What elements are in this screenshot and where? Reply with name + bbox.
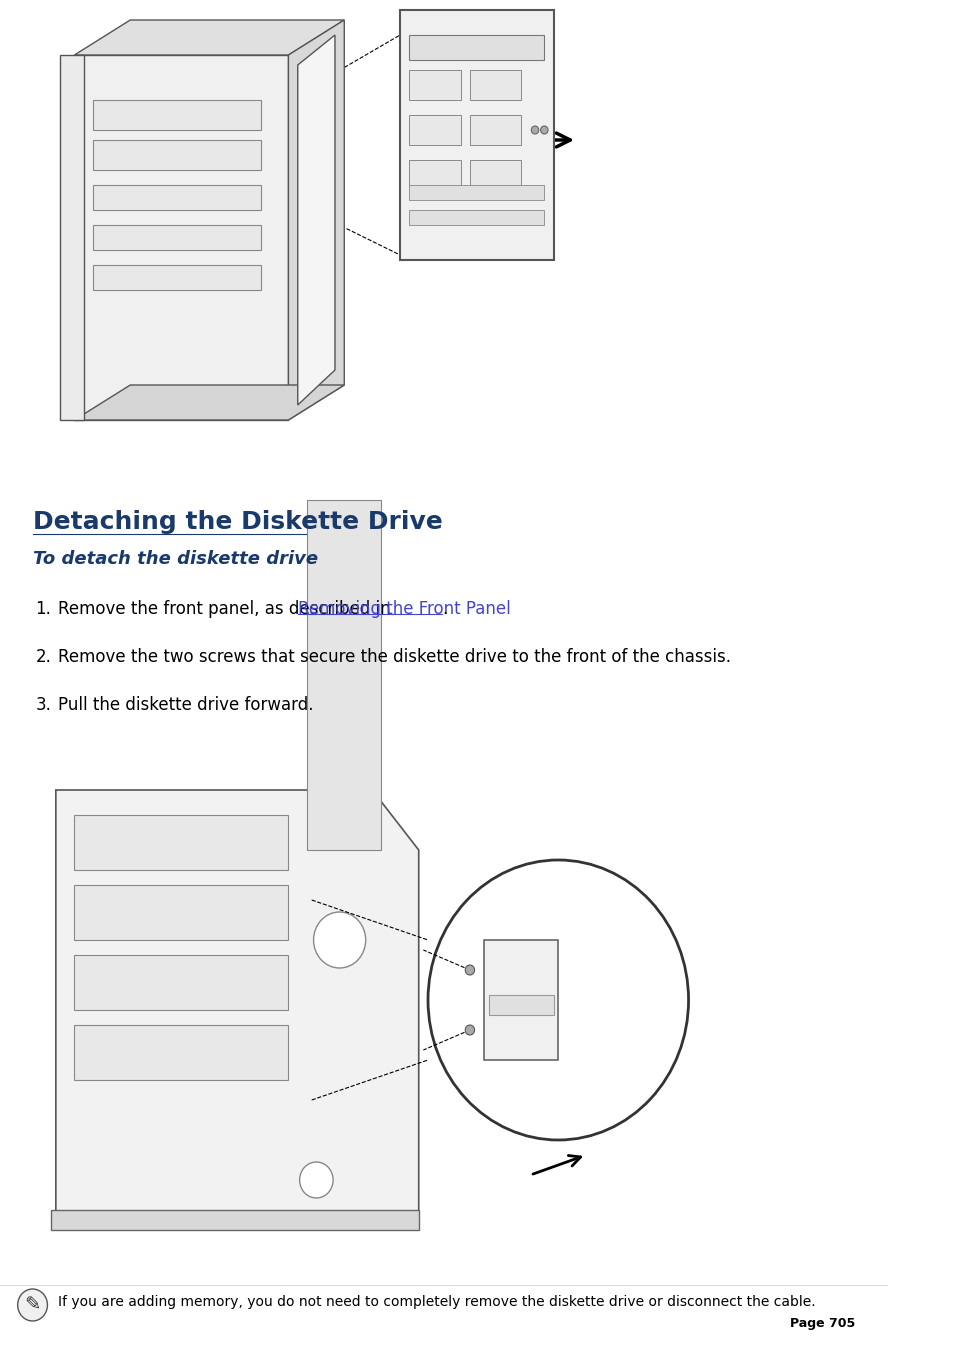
FancyBboxPatch shape: [409, 70, 460, 100]
Circle shape: [18, 1289, 48, 1321]
FancyBboxPatch shape: [409, 209, 544, 226]
FancyBboxPatch shape: [307, 500, 381, 850]
Circle shape: [465, 1025, 474, 1035]
Polygon shape: [74, 55, 288, 420]
Text: If you are adding memory, you do not need to completely remove the diskette driv: If you are adding memory, you do not nee…: [57, 1296, 815, 1309]
Text: 1.: 1.: [35, 600, 51, 617]
Circle shape: [314, 912, 365, 969]
Text: Remove the front panel, as described in: Remove the front panel, as described in: [57, 600, 395, 617]
FancyBboxPatch shape: [93, 185, 260, 209]
FancyBboxPatch shape: [93, 100, 260, 130]
FancyBboxPatch shape: [93, 265, 260, 290]
FancyBboxPatch shape: [470, 159, 520, 190]
FancyBboxPatch shape: [409, 185, 544, 200]
Text: Pull the diskette drive forward.: Pull the diskette drive forward.: [57, 696, 313, 713]
Circle shape: [531, 126, 538, 134]
Polygon shape: [56, 790, 418, 1229]
Text: Page 705: Page 705: [789, 1317, 854, 1329]
FancyBboxPatch shape: [409, 159, 460, 190]
Polygon shape: [74, 385, 344, 420]
FancyBboxPatch shape: [74, 955, 288, 1011]
FancyBboxPatch shape: [483, 940, 558, 1061]
FancyBboxPatch shape: [409, 115, 460, 145]
Text: 2.: 2.: [35, 648, 51, 666]
Polygon shape: [74, 20, 344, 55]
FancyBboxPatch shape: [74, 1025, 288, 1079]
Text: .: .: [441, 600, 447, 617]
FancyBboxPatch shape: [74, 815, 288, 870]
Circle shape: [428, 861, 688, 1140]
Circle shape: [299, 1162, 333, 1198]
FancyBboxPatch shape: [409, 35, 544, 59]
Polygon shape: [288, 20, 344, 420]
Circle shape: [540, 126, 547, 134]
FancyBboxPatch shape: [93, 226, 260, 250]
Text: Detaching the Diskette Drive: Detaching the Diskette Drive: [32, 509, 442, 534]
FancyBboxPatch shape: [470, 115, 520, 145]
Polygon shape: [60, 55, 84, 420]
Text: ✎: ✎: [25, 1296, 41, 1315]
FancyBboxPatch shape: [74, 885, 288, 940]
FancyBboxPatch shape: [93, 141, 260, 170]
Polygon shape: [297, 35, 335, 405]
Text: To detach the diskette drive: To detach the diskette drive: [32, 550, 317, 567]
FancyBboxPatch shape: [470, 70, 520, 100]
Text: Remove the two screws that secure the diskette drive to the front of the chassis: Remove the two screws that secure the di…: [57, 648, 730, 666]
Text: 3.: 3.: [35, 696, 51, 713]
FancyBboxPatch shape: [488, 994, 553, 1015]
FancyBboxPatch shape: [399, 9, 553, 259]
Text: Removing the Front Panel: Removing the Front Panel: [297, 600, 510, 617]
FancyBboxPatch shape: [51, 1210, 418, 1229]
Circle shape: [465, 965, 474, 975]
